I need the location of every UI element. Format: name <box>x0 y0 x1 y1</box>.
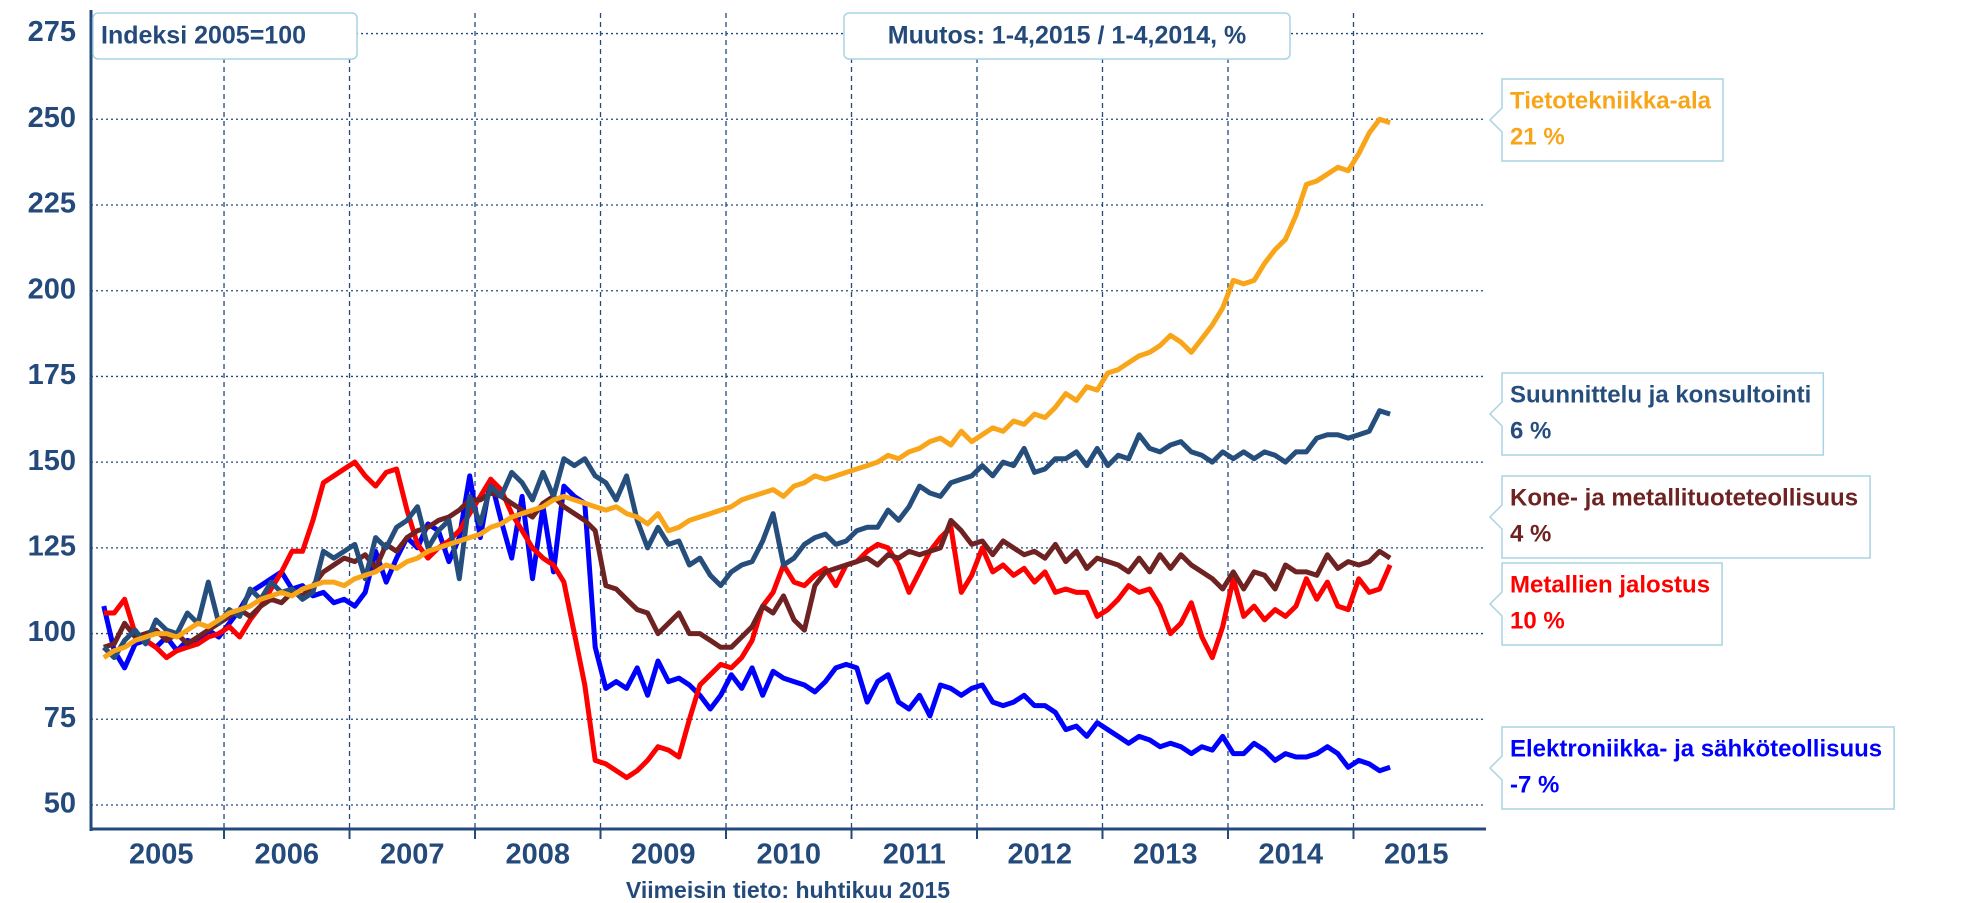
x-tick-label: 2011 <box>883 839 946 871</box>
y-tick-label: 250 <box>28 102 76 134</box>
lines <box>101 116 1393 781</box>
y-tick-label: 100 <box>28 616 76 648</box>
series-change: 6 % <box>1510 417 1551 444</box>
y-tick-label: 175 <box>28 359 76 391</box>
x-tick-label: 2006 <box>255 839 320 871</box>
series-line <box>101 473 1391 774</box>
series-label-box <box>1488 475 1871 559</box>
y-tick-label: 75 <box>44 702 76 734</box>
series-label-box <box>1488 726 1895 810</box>
series-label: Kone- ja metallituoteteollisuus 4 % <box>1488 475 1871 559</box>
x-tick-label: 2010 <box>756 839 821 871</box>
x-tick-label: 2013 <box>1133 839 1198 871</box>
grid <box>91 13 1484 839</box>
series-change: 4 % <box>1510 520 1551 547</box>
y-tick-label: 275 <box>28 16 76 48</box>
series-name: Metallien jalostus <box>1510 571 1710 598</box>
y-tick-label: 225 <box>28 188 76 220</box>
x-tick-label: 2009 <box>631 839 696 871</box>
index-note: Indeksi 2005=100 <box>101 22 306 50</box>
series-label: Tietotekniikka-ala 21 % <box>1488 78 1724 162</box>
index-note-box <box>92 12 358 60</box>
series-label-box <box>1488 78 1724 162</box>
x-tick-label: 2005 <box>129 839 194 871</box>
series-label: Suunnittelu ja konsultointi 6 % <box>1488 372 1825 456</box>
x-tick-label: 2012 <box>1007 839 1072 871</box>
series-name: Tietotekniikka-ala <box>1510 87 1712 114</box>
y-tick-label: 50 <box>44 788 76 820</box>
series-change: 21 % <box>1510 123 1565 150</box>
footnote: Viimeisin tieto: huhtikuu 2015 <box>626 877 950 903</box>
x-tick-label: 2015 <box>1384 839 1449 871</box>
series-label-box <box>1488 372 1825 456</box>
series-label-box <box>1488 562 1723 646</box>
y-tick-label: 200 <box>28 273 76 305</box>
y-tick-label: 125 <box>28 531 76 563</box>
series-line <box>103 459 1393 781</box>
series-name: Kone- ja metallituoteteollisuus <box>1510 484 1858 511</box>
series-name: Suunnittelu ja konsultointi <box>1510 381 1811 408</box>
series-labels: Tietotekniikka-ala 21 % Suunnittelu ja kon… <box>1488 78 1895 810</box>
x-tick-label: 2014 <box>1258 839 1323 871</box>
series-line <box>102 408 1391 661</box>
series-change: 10 % <box>1510 607 1565 634</box>
series-change: -7 % <box>1510 771 1559 798</box>
series-line <box>102 116 1391 660</box>
y-tick-label: 150 <box>28 445 76 477</box>
series-name: Elektroniikka- ja sähköteollisuus <box>1510 735 1882 762</box>
x-tick-label: 2007 <box>380 839 445 871</box>
series-label: Metallien jalostus 10 % <box>1488 562 1723 646</box>
change-note-box <box>843 12 1291 60</box>
x-tick-label: 2008 <box>506 839 571 871</box>
change-note: Muutos: 1-4,2015 / 1-4,2014, % <box>888 22 1246 50</box>
series-label: Elektroniikka- ja sähköteollisuus -7 % <box>1488 726 1895 810</box>
